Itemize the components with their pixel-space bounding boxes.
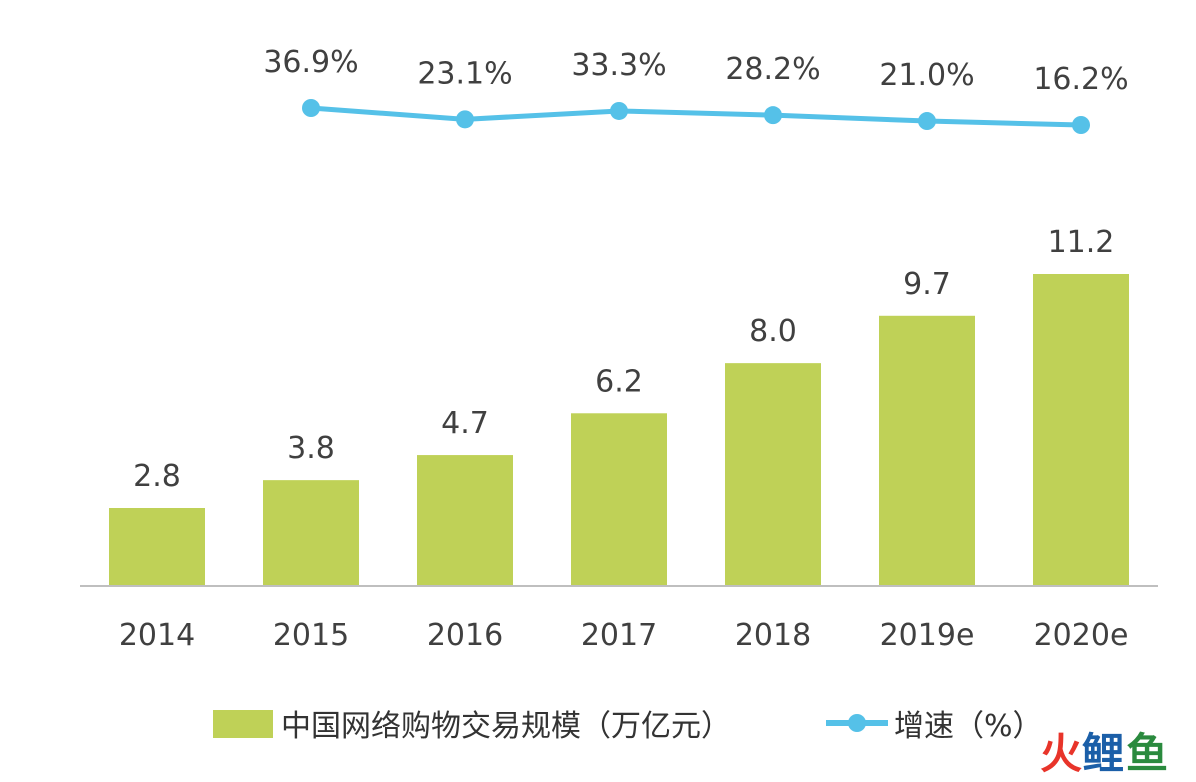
growth-point-2016 bbox=[456, 110, 474, 129]
bar-value-label-2015: 3.8 bbox=[287, 431, 335, 466]
growth-label-2016: 23.1% bbox=[417, 56, 512, 91]
bar-value-label-2014: 2.8 bbox=[133, 459, 181, 494]
watermark-char-2: 鲤 bbox=[1082, 729, 1124, 778]
bar-2017 bbox=[571, 413, 667, 586]
x-tick-2016: 2016 bbox=[427, 618, 503, 653]
growth-point-2017 bbox=[610, 101, 628, 120]
growth-point-2018 bbox=[764, 106, 782, 125]
bar-2014 bbox=[109, 508, 205, 586]
bar-value-label-2018: 8.0 bbox=[749, 314, 797, 349]
watermark-char-1: 火 bbox=[1040, 729, 1082, 778]
growth-label-2018: 28.2% bbox=[725, 52, 820, 87]
x-tick-2017: 2017 bbox=[581, 618, 657, 653]
watermark: 火 鲤 鱼 bbox=[1040, 729, 1168, 778]
growth-label-2020e: 16.2% bbox=[1033, 62, 1128, 97]
x-tick-2014: 2014 bbox=[119, 618, 195, 653]
growth-point-2015 bbox=[302, 99, 320, 117]
bar-value-label-2017: 6.2 bbox=[595, 364, 643, 399]
bar-2018 bbox=[725, 363, 821, 586]
bar-2020e bbox=[1033, 274, 1129, 586]
growth-line bbox=[310, 105, 1082, 128]
growth-line-layer: 36.9% 23.1% 33.3% 28.2% 21.0% 16.2% bbox=[263, 45, 1129, 134]
bar-layer: 2.8 3.8 4.7 6.2 8.0 9.7 11.2 bbox=[109, 225, 1129, 586]
growth-label-2015: 36.9% bbox=[263, 45, 358, 80]
growth-label-2017: 33.3% bbox=[571, 48, 666, 83]
x-tick-2015: 2015 bbox=[273, 618, 349, 653]
bar-2015 bbox=[263, 480, 359, 586]
x-tick-2018: 2018 bbox=[735, 618, 811, 653]
legend-line-label: 增速（%） bbox=[894, 709, 1043, 744]
x-tick-2020e: 2020e bbox=[1034, 618, 1129, 653]
legend-bar-swatch bbox=[213, 710, 273, 738]
bar-value-label-2019e: 9.7 bbox=[903, 267, 951, 302]
x-tick-2019e: 2019e bbox=[880, 618, 975, 653]
legend: 中国网络购物交易规模（万亿元） 增速（%） bbox=[213, 709, 1043, 744]
bar-value-label-2016: 4.7 bbox=[441, 406, 489, 441]
bar-2016 bbox=[417, 455, 513, 586]
bar-2019e bbox=[879, 315, 975, 586]
legend-bar-label: 中国网络购物交易规模（万亿元） bbox=[281, 709, 731, 744]
growth-label-2019e: 21.0% bbox=[879, 58, 974, 93]
watermark-char-3: 鱼 bbox=[1126, 729, 1168, 778]
legend-line-marker bbox=[848, 714, 866, 732]
growth-point-2019e bbox=[918, 112, 936, 131]
growth-point-2020e bbox=[1072, 116, 1090, 134]
bar-value-label-2020e: 11.2 bbox=[1048, 225, 1115, 260]
x-axis-ticks: 2014 2015 2016 2017 2018 2019e 2020e bbox=[119, 618, 1129, 653]
